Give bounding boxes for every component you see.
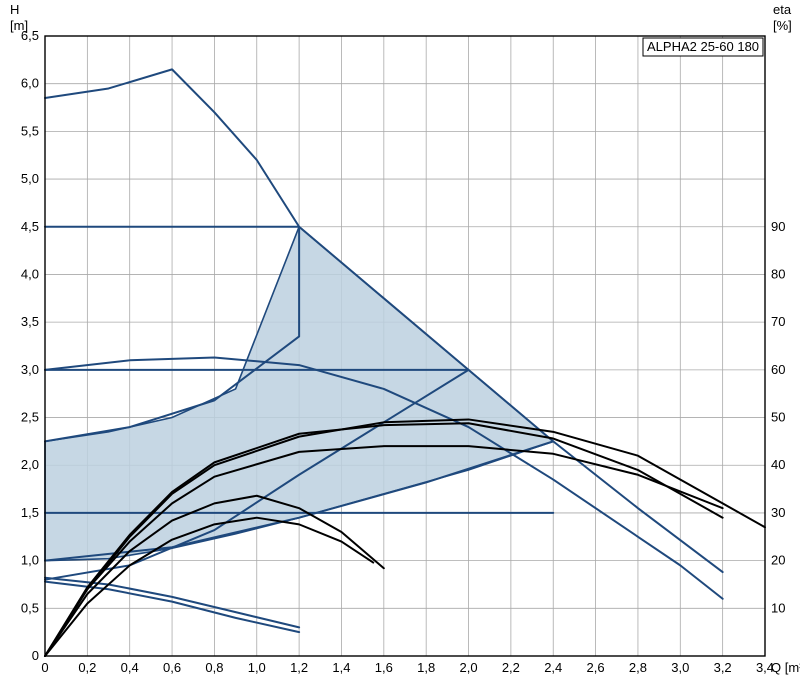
y-right-tick-label: 70 xyxy=(771,314,785,329)
x-tick-label: 1,6 xyxy=(375,660,393,675)
x-tick-label: 1,2 xyxy=(290,660,308,675)
x-tick-label: 0,2 xyxy=(78,660,96,675)
x-tick-label: 2,2 xyxy=(502,660,520,675)
y-left-axis-label-1: H xyxy=(10,2,19,17)
y-left-tick-label: 2,0 xyxy=(21,457,39,472)
x-tick-label: 3,0 xyxy=(671,660,689,675)
x-tick-label: 0,4 xyxy=(121,660,139,675)
y-left-tick-label: 6,0 xyxy=(21,76,39,91)
y-left-tick-label: 0,5 xyxy=(21,600,39,615)
y-right-axis-label-1: eta xyxy=(773,2,792,17)
x-tick-label: 0,6 xyxy=(163,660,181,675)
x-tick-label: 2,4 xyxy=(544,660,562,675)
x-tick-label: 2,8 xyxy=(629,660,647,675)
y-left-tick-label: 5,5 xyxy=(21,123,39,138)
chart-svg: 0 0,2 0,4 0,6 0,8 1,0 1,2 1,4 1,6 1,8 2,0 2,2 2,4 2,6… xyxy=(0,0,800,695)
x-tick-label: 3,2 xyxy=(714,660,732,675)
x-tick-label: 1,0 xyxy=(248,660,266,675)
y-right-tick-label: 30 xyxy=(771,505,785,520)
y-left-tick-label: 4,0 xyxy=(21,266,39,281)
y-left-tick-label: 5,0 xyxy=(21,171,39,186)
y-right-tick-label: 60 xyxy=(771,362,785,377)
y-right-tick-label: 50 xyxy=(771,410,785,425)
y-left-tick-label: 1,0 xyxy=(21,553,39,568)
y-right-tick-label: 20 xyxy=(771,553,785,568)
x-tick-label: 1,4 xyxy=(332,660,350,675)
y-left-tick-label: 3,0 xyxy=(21,362,39,377)
y-right-tick-label: 40 xyxy=(771,457,785,472)
y-right-tick-label: 90 xyxy=(771,219,785,234)
chart-title: ALPHA2 25-60 180 xyxy=(647,39,759,54)
y-left-tick-label: 0 xyxy=(32,648,39,663)
x-tick-label: 0 xyxy=(41,660,48,675)
x-tick-label: 0,8 xyxy=(205,660,223,675)
y-right-tick-label: 10 xyxy=(771,600,785,615)
y-left-tick-label: 3,5 xyxy=(21,314,39,329)
y-right-axis-label-2: [%] xyxy=(773,18,792,33)
y-right-tick-label: 80 xyxy=(771,266,785,281)
y-left-tick-label: 4,5 xyxy=(21,219,39,234)
y-left-axis-label-2: [m] xyxy=(10,18,28,33)
x-axis-label: Q [m³/h] xyxy=(771,660,800,675)
y-left-tick-label: 1,5 xyxy=(21,505,39,520)
x-tick-label: 1,8 xyxy=(417,660,435,675)
y-left-tick-label: 2,5 xyxy=(21,410,39,425)
pump-curve-chart: 0 0,2 0,4 0,6 0,8 1,0 1,2 1,4 1,6 1,8 2,0 2,2 2,4 2,6… xyxy=(0,0,800,695)
x-tick-label: 2,6 xyxy=(587,660,605,675)
x-tick-label: 2,0 xyxy=(459,660,477,675)
